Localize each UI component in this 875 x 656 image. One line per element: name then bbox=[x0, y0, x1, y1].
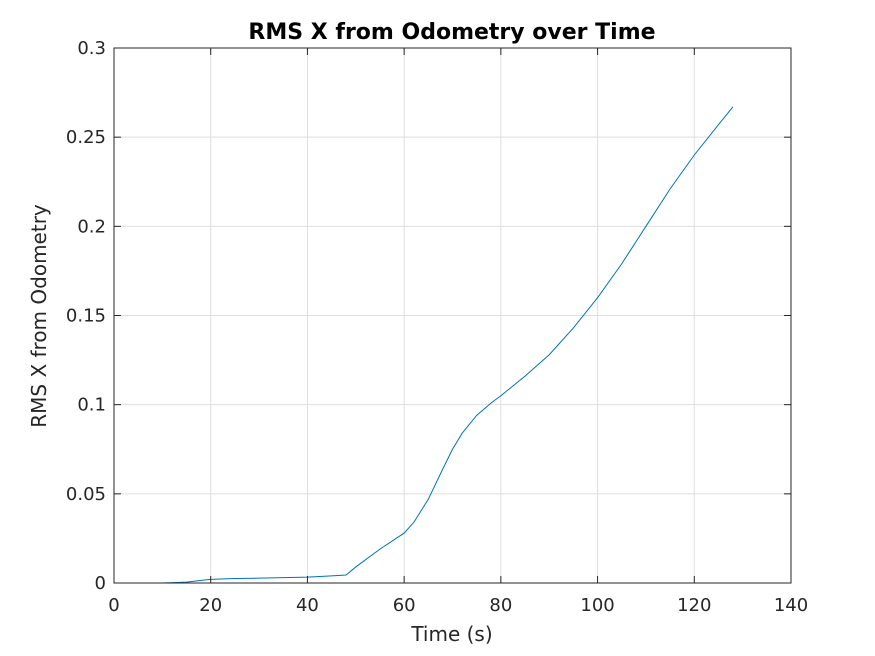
chart-title: RMS X from Odometry over Time bbox=[248, 20, 655, 45]
x-tick-label: 120 bbox=[677, 595, 711, 616]
y-axis-label: RMS X from Odometry bbox=[27, 204, 51, 428]
x-tick-label: 140 bbox=[774, 595, 808, 616]
x-tick-label: 40 bbox=[296, 595, 319, 616]
x-tick-label: 20 bbox=[199, 595, 222, 616]
tick-marks bbox=[113, 47, 792, 584]
x-axis-label: Time (s) bbox=[410, 622, 492, 646]
y-tick-label: 0.05 bbox=[66, 484, 106, 505]
x-tick-labels: 0 20 40 60 80 100 120 140 bbox=[108, 595, 808, 616]
series-line bbox=[128, 106, 734, 584]
y-tick-label: 0.1 bbox=[77, 395, 106, 416]
y-tick-label: 0.2 bbox=[77, 216, 106, 237]
x-tick-label: 60 bbox=[393, 595, 416, 616]
y-tick-label: 0.15 bbox=[66, 306, 106, 327]
y-tick-label: 0.3 bbox=[77, 38, 106, 59]
x-tick-label: 100 bbox=[580, 595, 614, 616]
x-tick-label: 0 bbox=[108, 595, 119, 616]
x-tick-label: 80 bbox=[489, 595, 512, 616]
y-tick-label: 0.25 bbox=[66, 127, 106, 148]
data-series bbox=[128, 106, 734, 584]
plot-area: 0 20 40 60 80 100 120 140 0 0.05 0.1 0.15 0.2 0.25 0.… bbox=[66, 38, 808, 616]
y-tick-label: 0 bbox=[95, 573, 106, 594]
y-tick-labels: 0 0.05 0.1 0.15 0.2 0.25 0.3 bbox=[66, 38, 106, 594]
